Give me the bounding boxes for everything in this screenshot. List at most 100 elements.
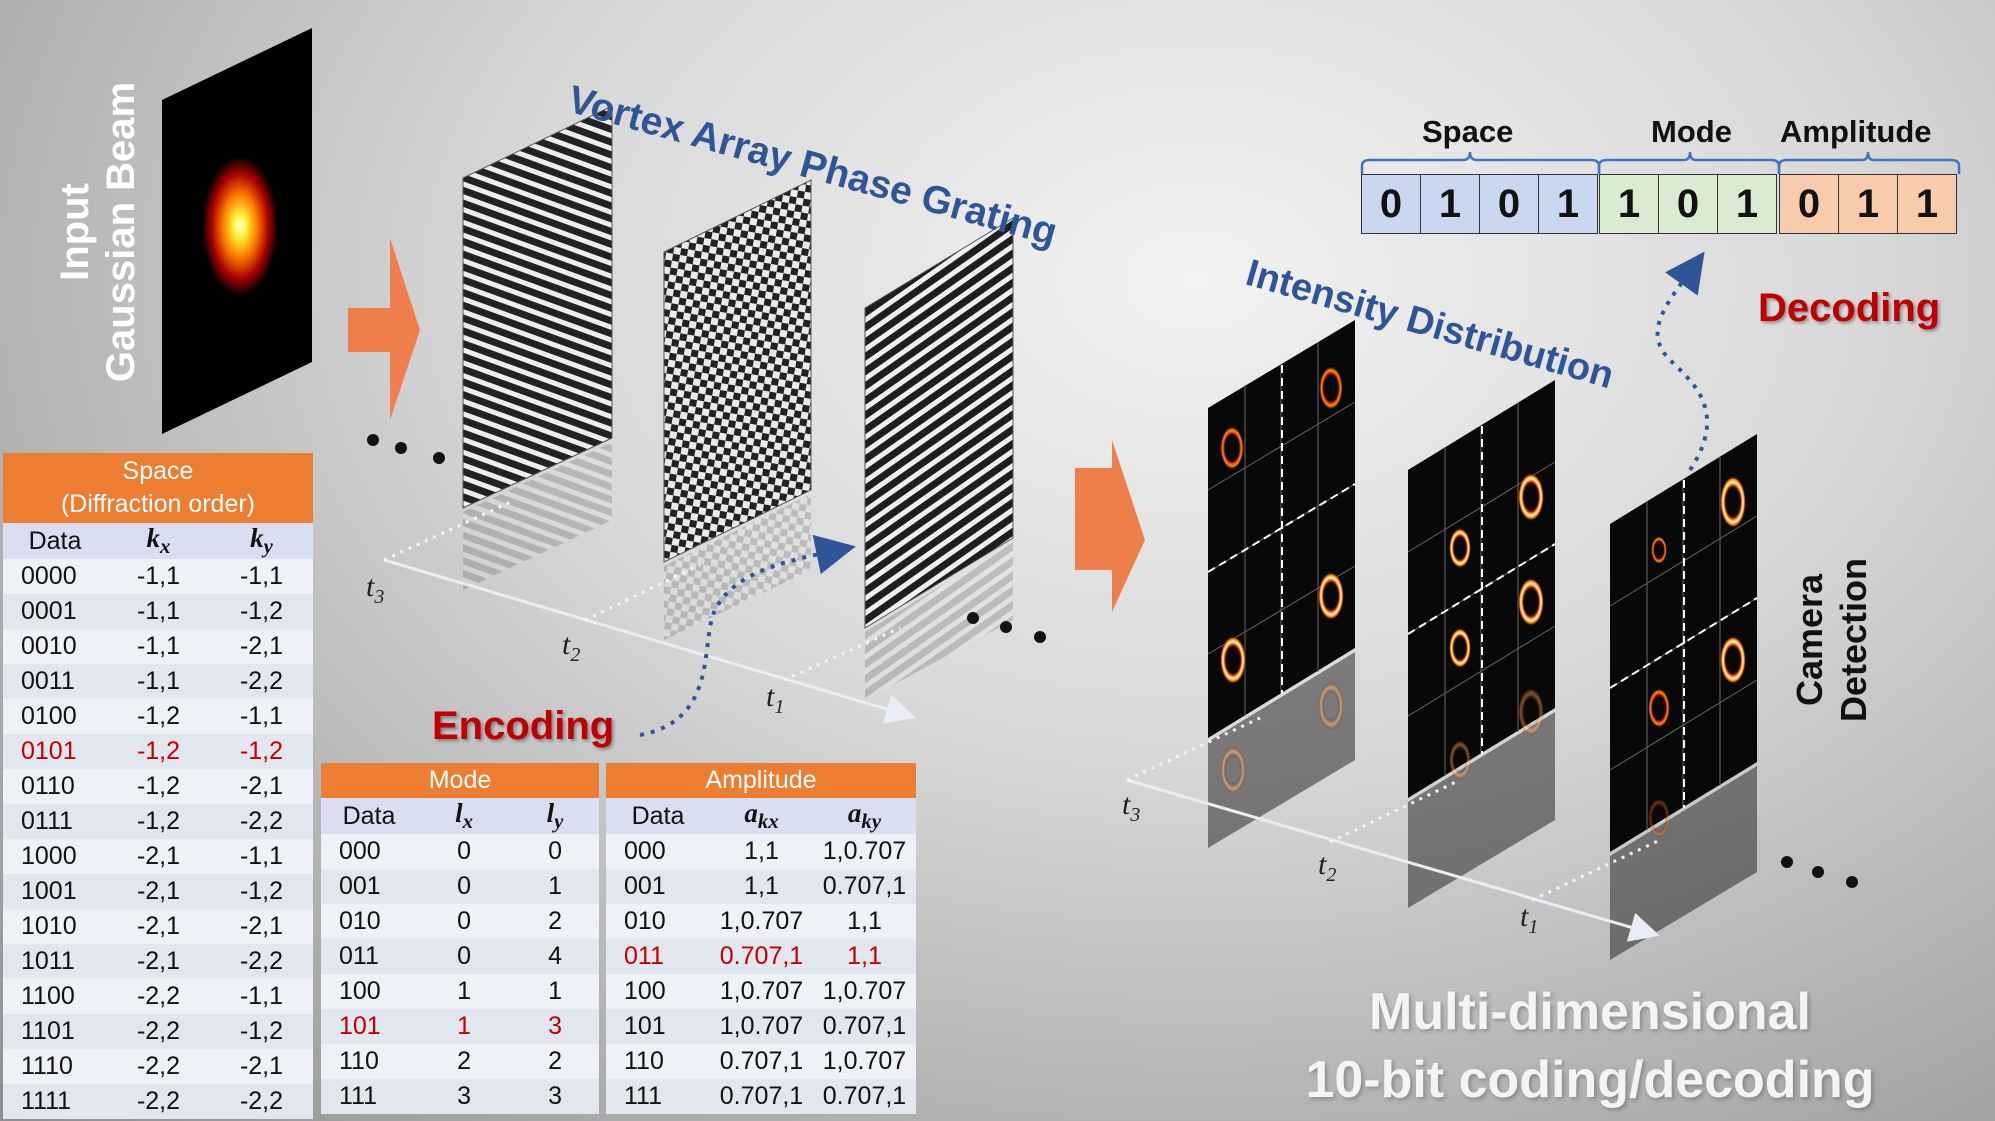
space-bit: 0 — [1361, 174, 1421, 234]
table-cell: -1,1 — [107, 664, 210, 699]
table-cell: 001 — [606, 869, 710, 904]
space-table-row: 1100 -2,2 -1,1 — [3, 979, 313, 1014]
space-table: Space (Diffraction order) Data kx ky 000… — [3, 453, 313, 1119]
table-cell: -2,1 — [209, 769, 313, 804]
table-cell: -2,1 — [209, 629, 313, 664]
table-cell: -2,2 — [107, 979, 210, 1014]
table-cell: 1,0.707 — [710, 904, 813, 939]
table-cell: 1000 — [3, 839, 107, 874]
space-table-row: 0100 -1,2 -1,1 — [3, 699, 313, 734]
table-cell: 011 — [606, 939, 710, 974]
space-table-row: 1101 -2,2 -1,2 — [3, 1014, 313, 1049]
table-cell: 000 — [606, 834, 710, 869]
table-cell: 1,1 — [813, 904, 916, 939]
mode-table: Mode Data lx ly 000 0 0 001 0 1 010 0 2 011 0 4 100 1… — [321, 763, 599, 1114]
ellipsis-dots-grating — [967, 612, 1046, 643]
space-table-row: 0010 -1,1 -2,1 — [3, 629, 313, 664]
time-label-t2-right: t2 — [1318, 848, 1337, 886]
space-bit: 1 — [1538, 174, 1598, 234]
camera-detection-label: Camera Detection — [1788, 540, 1876, 740]
table-cell: 1001 — [3, 874, 107, 909]
col-header-aky: aky — [813, 798, 916, 834]
table-cell: 0.707,1 — [813, 1009, 916, 1044]
time-label-t1-left: t1 — [766, 680, 785, 718]
table-cell: 0 — [511, 834, 599, 869]
table-cell: -2,2 — [209, 804, 313, 839]
intensity-panel — [1609, 434, 1758, 960]
amplitude-table-row: 111 0.707,1 0.707,1 — [606, 1079, 916, 1114]
table-cell: 2 — [511, 904, 599, 939]
table-cell: 1011 — [3, 944, 107, 979]
mode-table-row: 000 0 0 — [321, 834, 599, 869]
mode-bit: 1 — [1599, 174, 1659, 234]
footer-line1: Multi-dimensional — [1369, 983, 1811, 1041]
table-cell: -1,2 — [107, 804, 210, 839]
table-cell: 1111 — [3, 1084, 107, 1119]
camera-line1: Camera — [1789, 573, 1830, 707]
encoding-label: Encoding — [432, 704, 615, 748]
col-header-lx: lx — [417, 798, 512, 834]
table-cell: 2 — [417, 1044, 512, 1079]
space-table-row: 0001 -1,1 -1,2 — [3, 594, 313, 629]
table-cell: 0111 — [3, 804, 107, 839]
table-cell: 1100 — [3, 979, 107, 1014]
mode-table-row: 110 2 2 — [321, 1044, 599, 1079]
mode-bit: 1 — [1717, 174, 1777, 234]
col-header-ly: ly — [511, 798, 599, 834]
col-header-kx: kx — [107, 523, 210, 559]
table-cell: 2 — [511, 1044, 599, 1079]
amplitude-bit: 1 — [1838, 174, 1898, 234]
table-cell: 0.707,1 — [710, 1044, 813, 1079]
footer-title: Multi-dimensional 10-bit coding/decoding — [1240, 978, 1940, 1114]
table-cell: 0010 — [3, 629, 107, 664]
amplitude-table-row: 110 0.707,1 1,0.707 — [606, 1044, 916, 1079]
mode-bit: 0 — [1658, 174, 1718, 234]
table-cell: 4 — [511, 939, 599, 974]
table-cell: 100 — [606, 974, 710, 1009]
space-group-label: Space — [1422, 114, 1514, 149]
table-cell: -1,1 — [209, 839, 313, 874]
time-axis-left — [383, 498, 916, 724]
footer-line2: 10-bit coding/decoding — [1305, 1051, 1875, 1109]
time-label-t1-right: t1 — [1520, 900, 1539, 938]
table-cell: -2,1 — [107, 909, 210, 944]
table-cell: 010 — [606, 904, 710, 939]
table-cell: -1,2 — [107, 699, 210, 734]
amplitude-table-row: 000 1,1 1,0.707 — [606, 834, 916, 869]
mode-table-row: 101 1 3 — [321, 1009, 599, 1044]
table-cell: -1,2 — [107, 769, 210, 804]
space-table-row: 1110 -2,2 -2,1 — [3, 1049, 313, 1084]
table-cell: -2,2 — [107, 1049, 210, 1084]
table-cell: 1,0.707 — [710, 1009, 813, 1044]
input-arrow-icon — [348, 238, 420, 420]
phase-grating-panel — [462, 105, 613, 590]
decoding-label: Decoding — [1758, 286, 1941, 330]
col-header-data: Data — [606, 798, 710, 834]
time-label-t3-left: t3 — [366, 570, 385, 608]
table-cell: 0101 — [3, 734, 107, 769]
space-table-row: 0110 -1,2 -2,1 — [3, 769, 313, 804]
table-cell: 0000 — [3, 559, 107, 594]
table-cell: -1,1 — [209, 979, 313, 1014]
table-cell: 0001 — [3, 594, 107, 629]
table-cell: 1,0.707 — [813, 834, 916, 869]
amplitude-bit: 1 — [1897, 174, 1957, 234]
time-label-t3-right: t3 — [1122, 788, 1141, 826]
space-table-row: 0000 -1,1 -1,1 — [3, 559, 313, 594]
table-cell: 0.707,1 — [710, 1079, 813, 1114]
table-cell: 0 — [417, 834, 512, 869]
col-header-akx: akx — [710, 798, 813, 834]
space-table-title: Space (Diffraction order) — [3, 453, 313, 523]
table-cell: 0.707,1 — [710, 939, 813, 974]
table-cell: 0.707,1 — [813, 1079, 916, 1114]
table-cell: -1,1 — [107, 594, 210, 629]
table-cell: 101 — [321, 1009, 417, 1044]
camera-line2: Detection — [1833, 557, 1874, 723]
table-cell: 1 — [511, 974, 599, 1009]
table-cell: 0110 — [3, 769, 107, 804]
table-cell: -1,2 — [209, 874, 313, 909]
mode-table-row: 011 0 4 — [321, 939, 599, 974]
table-cell: 111 — [321, 1079, 417, 1114]
table-cell: -1,2 — [107, 734, 210, 769]
